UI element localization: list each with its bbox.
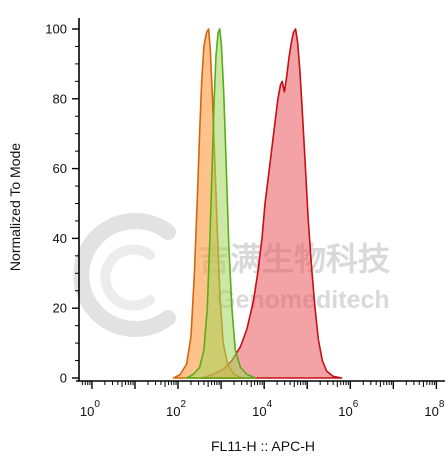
x-axis-title: FL11-H :: APC-H xyxy=(211,438,315,454)
y-tick-label: 100 xyxy=(45,21,67,36)
y-ticks: 0 20 40 60 80 100 xyxy=(45,21,79,386)
watermark-swirl-icon xyxy=(73,213,176,337)
y-tick-label: 60 xyxy=(53,161,67,176)
watermark-logo: 吉满生物科技 Genomeditech xyxy=(73,213,390,337)
x-tick-label: 108 xyxy=(424,399,444,419)
histogram-series-3 xyxy=(185,28,257,379)
y-axis-title: Normalized To Mode xyxy=(7,143,23,271)
watermark-swirl-inner-icon xyxy=(100,244,155,311)
y-tick-label: 20 xyxy=(53,301,67,316)
histogram-series-1 xyxy=(200,28,343,379)
y-tick-label: 80 xyxy=(53,91,67,106)
x-tick-label: 102 xyxy=(166,399,186,419)
series-layer xyxy=(172,28,343,379)
x-tick-label: 100 xyxy=(80,399,100,419)
x-ticks: 100 102 104 106 108 xyxy=(80,381,445,419)
x-tick-label: 104 xyxy=(252,399,272,419)
y-tick-label: 0 xyxy=(60,371,67,386)
x-tick-label: 106 xyxy=(338,399,358,419)
y-tick-label: 40 xyxy=(53,231,67,246)
